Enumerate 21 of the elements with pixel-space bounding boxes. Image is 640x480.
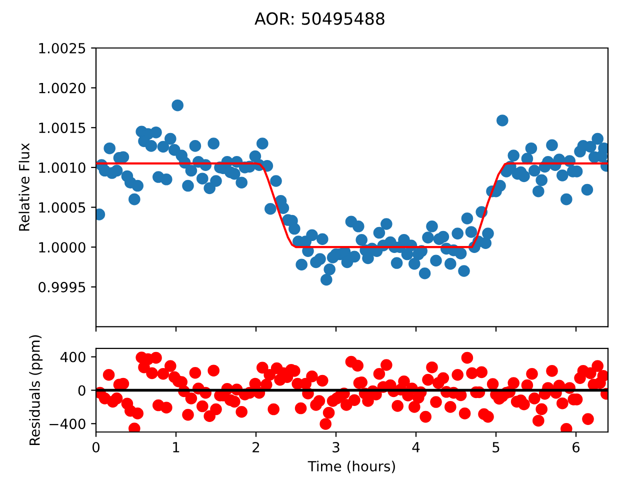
y-axis-title: Residuals (ppm) [29,335,43,446]
y-tick-label: 0.9995 [38,282,86,292]
chart-title: AOR: 50495488 [254,12,384,25]
x-tick-label: 1 [173,442,180,452]
x-axis-title: Time (hours) [308,460,395,474]
y-tick-label: 1.0015 [39,122,86,134]
y-axis-title: Relative Flux [18,143,30,231]
y-tick-label: 0 [78,385,86,396]
y-tick-label: 400 [60,352,86,362]
x-tick-label: 0 [92,442,100,452]
y-tick-label: 1.0025 [39,42,86,54]
x-tick-label: 2 [252,442,260,452]
x-tick-label: 3 [332,442,340,452]
y-tick-label: −400 [50,418,86,430]
y-tick-label: 1.0000 [39,242,86,253]
x-tick-label: 6 [572,442,580,452]
x-tick-label: 4 [412,442,420,452]
y-tick-label: 1.0005 [39,202,86,213]
y-tick-label: 1.0010 [39,162,86,173]
y-tick-label: 1.0020 [39,82,86,94]
x-tick-label: 5 [492,442,500,452]
